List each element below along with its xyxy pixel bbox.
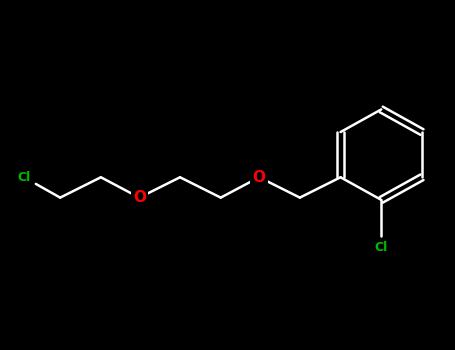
Text: O: O: [253, 170, 266, 185]
Text: O: O: [133, 190, 146, 205]
Text: Cl: Cl: [17, 171, 30, 184]
Text: Cl: Cl: [374, 241, 388, 254]
